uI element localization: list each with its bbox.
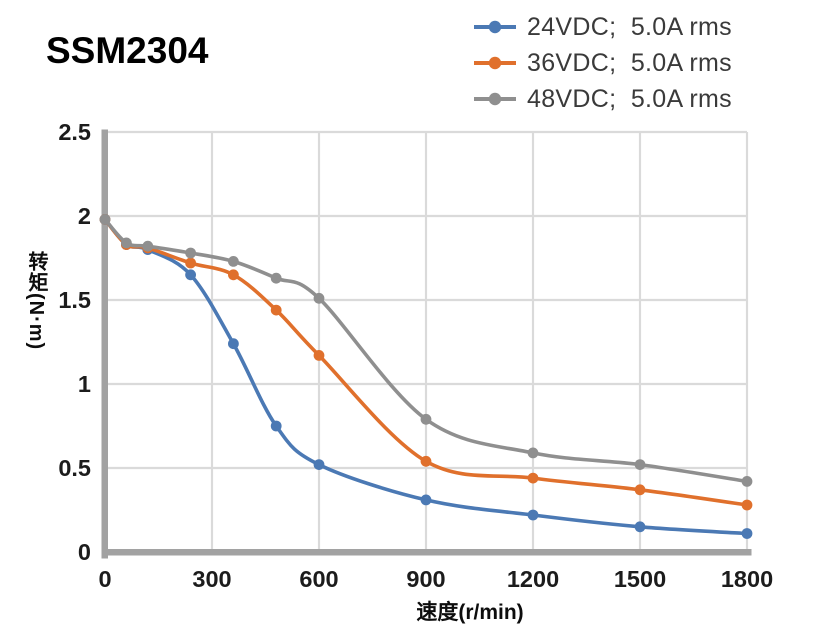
x-tick-label: 1800: [721, 566, 773, 592]
legend-marker-icon: [474, 56, 516, 70]
x-axis-spine: [101, 549, 752, 556]
y-tick-label: 2: [78, 203, 91, 229]
data-point-marker: [741, 528, 753, 539]
y-tick-label: 1: [78, 371, 91, 397]
data-point-marker: [228, 256, 239, 267]
data-point-marker: [142, 240, 154, 252]
chart-title: SSM2304: [46, 30, 209, 71]
x-axis-tick-labels: 0 300 600 900 1200 1500 1800: [98, 566, 773, 592]
y-tick-label: 1.5: [58, 287, 91, 313]
x-tick-label: 900: [406, 566, 445, 592]
legend-item-36vdc: 36VDC; 5.0A rms: [472, 45, 732, 81]
series-48vdc: [99, 214, 753, 487]
data-point-marker: [527, 509, 539, 521]
y-axis-spine: [101, 129, 108, 559]
x-tick-label: 600: [299, 566, 338, 592]
x-tick-label: 1500: [614, 566, 666, 592]
legend-item-48vdc: 48VDC; 5.0A rms: [472, 81, 732, 117]
data-point-marker: [185, 269, 197, 281]
data-point-marker: [270, 420, 282, 432]
data-point-marker: [420, 455, 432, 467]
axis-spines: [101, 129, 752, 559]
legend: 24VDC; 5.0A rms 36VDC; 5.0A rms 48VDC; 5.0…: [472, 9, 732, 117]
legend-marker-icon: [474, 20, 516, 34]
legend-marker-icon: [474, 92, 516, 106]
data-point-marker: [420, 494, 432, 506]
data-point-marker: [270, 272, 282, 284]
legend-item-label: 36VDC; 5.0A rms: [527, 48, 732, 77]
x-tick-label: 1200: [507, 566, 559, 592]
data-point-marker: [228, 269, 239, 281]
y-axis-tick-labels: 0 0.5 1 1.5 2 2.5: [58, 119, 91, 565]
data-point-marker: [527, 472, 539, 484]
data-point-marker: [185, 257, 197, 269]
data-point-marker: [228, 338, 239, 350]
y-axis-label: 转矩(N·m): [25, 251, 47, 351]
data-point-marker: [313, 350, 325, 361]
legend-item-label: 48VDC; 5.0A rms: [527, 84, 732, 113]
y-tick-label: 2.5: [58, 119, 91, 145]
data-point-marker: [741, 476, 753, 487]
x-axis-label: 速度(r/min): [416, 601, 524, 624]
data-point-marker: [270, 304, 282, 316]
legend-item-label: 24VDC; 5.0A rms: [527, 12, 732, 41]
data-point-marker: [313, 459, 325, 470]
data-point-marker: [313, 292, 325, 304]
data-point-marker: [121, 237, 132, 249]
data-point-marker: [634, 521, 646, 533]
data-point-marker: [741, 499, 753, 511]
x-tick-label: 300: [192, 566, 231, 592]
data-point-marker: [99, 214, 111, 225]
y-tick-label: 0.5: [58, 455, 91, 481]
x-tick-label: 0: [98, 566, 111, 592]
data-point-marker: [420, 413, 432, 425]
data-point-marker: [185, 247, 197, 259]
gridlines: [105, 130, 749, 552]
data-point-marker: [634, 484, 646, 496]
data-point-marker: [634, 459, 646, 470]
legend-item-24vdc: 24VDC; 5.0A rms: [472, 9, 732, 45]
data-point-marker: [527, 447, 539, 459]
y-tick-label: 0: [78, 539, 91, 565]
